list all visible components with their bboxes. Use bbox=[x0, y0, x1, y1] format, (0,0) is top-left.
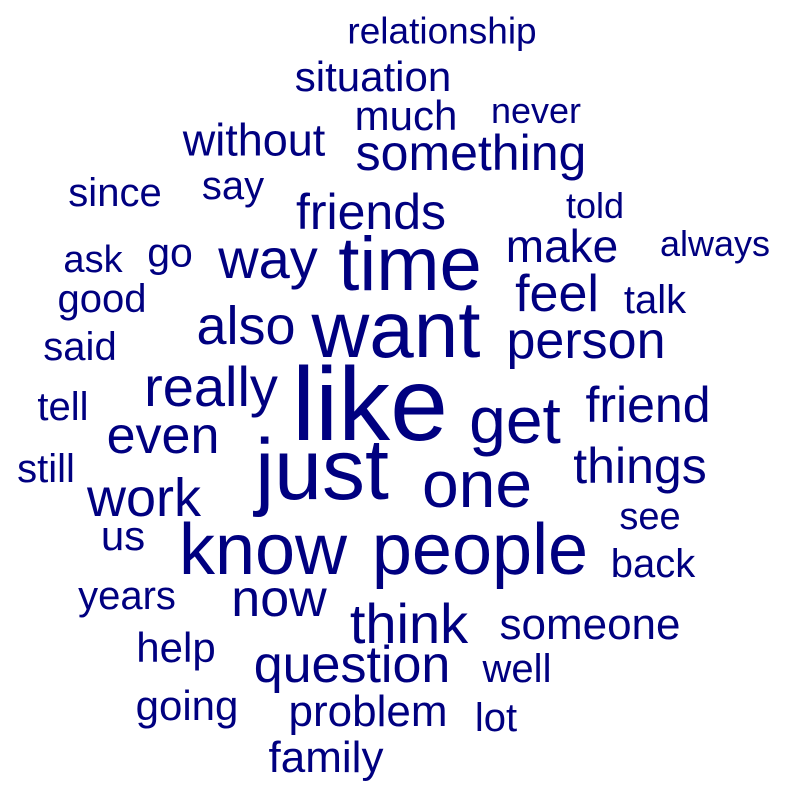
word-go: go bbox=[147, 229, 193, 276]
word-situation: situation bbox=[294, 53, 452, 100]
word-even: even bbox=[106, 407, 220, 465]
word-since: since bbox=[68, 171, 162, 215]
word-now: now bbox=[231, 570, 327, 628]
word-just: just bbox=[255, 422, 389, 518]
word-people: people bbox=[371, 510, 589, 590]
word-help: help bbox=[136, 624, 216, 671]
word-way: way bbox=[218, 227, 318, 290]
word-problem: problem bbox=[288, 687, 448, 736]
word-question: question bbox=[253, 636, 451, 694]
word-us: us bbox=[100, 512, 146, 559]
word-relationship: relationship bbox=[347, 10, 537, 52]
word-something: something bbox=[355, 125, 587, 181]
word-see: see bbox=[619, 496, 681, 538]
word-said: said bbox=[43, 325, 117, 369]
word-never: never bbox=[490, 90, 582, 131]
word-know: know bbox=[178, 510, 348, 590]
word-think: think bbox=[349, 592, 469, 655]
word-friend: friend bbox=[585, 377, 711, 433]
word-things: things bbox=[573, 438, 707, 494]
word-say: say bbox=[201, 164, 265, 208]
word-work: work bbox=[86, 468, 202, 528]
word-time: time bbox=[338, 222, 482, 307]
word-like: like bbox=[291, 347, 449, 463]
word-someone: someone bbox=[499, 600, 681, 649]
word-want: want bbox=[311, 285, 481, 374]
word-good: good bbox=[57, 277, 147, 321]
word-always: always bbox=[659, 223, 771, 264]
word-friends: friends bbox=[295, 184, 447, 240]
word-person: person bbox=[506, 312, 666, 370]
word-tell: tell bbox=[37, 385, 89, 429]
word-really: really bbox=[144, 355, 278, 418]
word-back: back bbox=[610, 542, 696, 586]
word-without: without bbox=[182, 114, 326, 166]
word-years: years bbox=[78, 574, 176, 618]
word-going: going bbox=[135, 682, 239, 729]
word-get: get bbox=[469, 383, 561, 457]
word-family: family bbox=[268, 733, 384, 782]
word-ask: ask bbox=[63, 239, 123, 281]
word-well: well bbox=[482, 647, 552, 691]
word-make: make bbox=[505, 220, 619, 272]
word-one: one bbox=[421, 447, 533, 521]
word-much: much bbox=[354, 92, 458, 139]
word-also: also bbox=[196, 296, 296, 356]
word-feel: feel bbox=[515, 265, 599, 323]
word-lot: lot bbox=[474, 696, 518, 740]
word-still: still bbox=[17, 447, 75, 491]
word-told: told bbox=[565, 185, 625, 226]
word-talk: talk bbox=[623, 278, 687, 322]
